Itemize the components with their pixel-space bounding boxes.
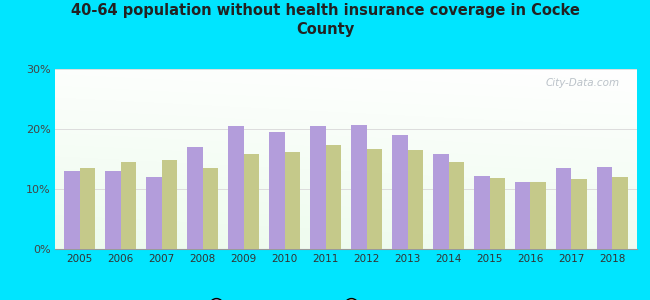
Bar [187, 147, 203, 249]
Bar [433, 154, 448, 249]
Bar [146, 177, 162, 249]
Legend: Cocke County, Tennessee average: Cocke County, Tennessee average [198, 295, 494, 300]
Bar [228, 126, 244, 249]
Bar [351, 125, 367, 249]
Bar [80, 168, 96, 249]
Bar [515, 182, 530, 249]
Bar [556, 168, 571, 249]
Bar [269, 132, 285, 249]
Bar [310, 126, 326, 249]
Text: 40-64 population without health insurance coverage in Cocke
County: 40-64 population without health insuranc… [71, 3, 579, 37]
Bar [571, 179, 587, 249]
Bar [105, 171, 121, 249]
Bar [489, 178, 505, 249]
Text: City-Data.com: City-Data.com [545, 78, 619, 88]
Bar [408, 150, 423, 249]
Bar [64, 171, 80, 249]
Bar [162, 160, 177, 249]
Bar [367, 149, 382, 249]
Bar [597, 167, 612, 249]
Bar [326, 145, 341, 249]
Bar [392, 135, 408, 249]
Bar [121, 162, 136, 249]
Bar [203, 168, 218, 249]
Bar [285, 152, 300, 249]
Bar [474, 176, 489, 249]
Bar [530, 182, 546, 249]
Bar [612, 177, 628, 249]
Bar [448, 162, 464, 249]
Bar [244, 154, 259, 249]
